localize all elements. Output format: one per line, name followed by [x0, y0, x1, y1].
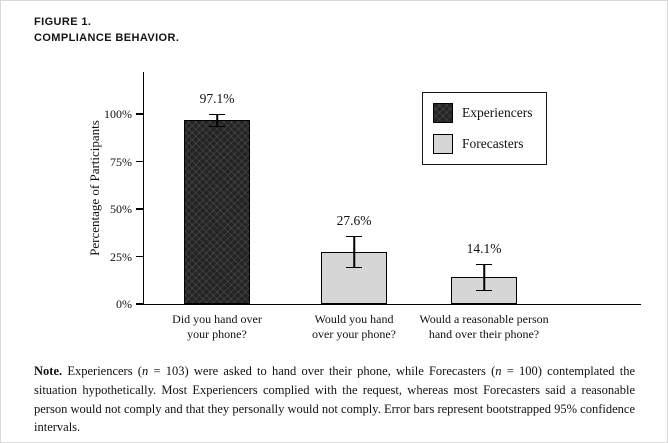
y-tick-label: 25%	[110, 249, 132, 264]
y-tick-mark	[136, 113, 143, 115]
y-tick-label: 100%	[104, 107, 132, 121]
x-category-label-line: hand over their phone?	[428, 327, 540, 341]
x-category-label-line: Would you hand	[314, 312, 394, 326]
bar-value-label: 27.6%	[336, 212, 372, 228]
error-bar	[346, 235, 362, 268]
y-tick-mark	[136, 208, 143, 210]
legend-item: Forecasters	[433, 134, 532, 154]
plot-area: 0% 25% 50% 75% 100% 97.1% Did you hand over you…	[104, 72, 641, 341]
x-category-label-line: Would a reasonable person	[419, 312, 549, 326]
legend: Experiencers Forecasters	[422, 92, 548, 165]
error-bar	[209, 114, 225, 128]
legend-label: Experiencers	[462, 105, 533, 120]
note-text-segment: = 100) contemplated the situation hypoth…	[34, 364, 636, 435]
note-italic-segment: n	[495, 364, 502, 378]
note-text-segment: = 103) were asked to hand over their pho…	[148, 364, 496, 378]
y-axis-title: Percentage of Participants	[87, 120, 102, 256]
note-text-segment: Experiencers (	[62, 364, 142, 378]
x-category-label-line: your phone?	[187, 327, 247, 341]
figure-header: FIGURE 1. COMPLIANCE BEHAVIOR.	[1, 1, 667, 46]
y-tick-label: 0%	[116, 297, 132, 311]
y-tick-label: 50%	[110, 202, 132, 216]
legend-swatch	[433, 103, 453, 123]
x-category-label: Did you hand over your phone?	[137, 312, 297, 342]
note-label: Note.	[34, 364, 63, 378]
legend-label: Forecasters	[462, 136, 524, 151]
y-tick-mark	[136, 160, 143, 163]
legend-swatch	[433, 134, 453, 154]
figure-note: Note. Experiencers (n = 103) were asked …	[34, 362, 635, 437]
note-italic-segment: n	[141, 364, 149, 378]
figure-title: COMPLIANCE BEHAVIOR.	[34, 32, 180, 44]
x-category-label-line: over your phone?	[312, 327, 396, 341]
bar-value-label: 97.1%	[199, 91, 235, 106]
y-tick-mark	[136, 255, 143, 258]
y-tick-label: 75%	[110, 154, 132, 169]
figure-label: FIGURE 1.	[34, 16, 92, 28]
bar-value-label: 14.1%	[466, 241, 502, 257]
x-category-label-line: Did you hand over	[172, 312, 262, 326]
error-bar	[476, 264, 492, 291]
x-category-label: Would you hand over your phone?	[274, 312, 434, 342]
legend-item: Experiencers	[433, 103, 532, 123]
bar	[184, 119, 250, 304]
x-category-label: Would a reasonable person hand over their…	[386, 312, 582, 342]
y-tick-mark	[136, 303, 143, 305]
bar-chart: Percentage of Participants 0% 25% 50% 75% 10…	[1, 50, 667, 352]
